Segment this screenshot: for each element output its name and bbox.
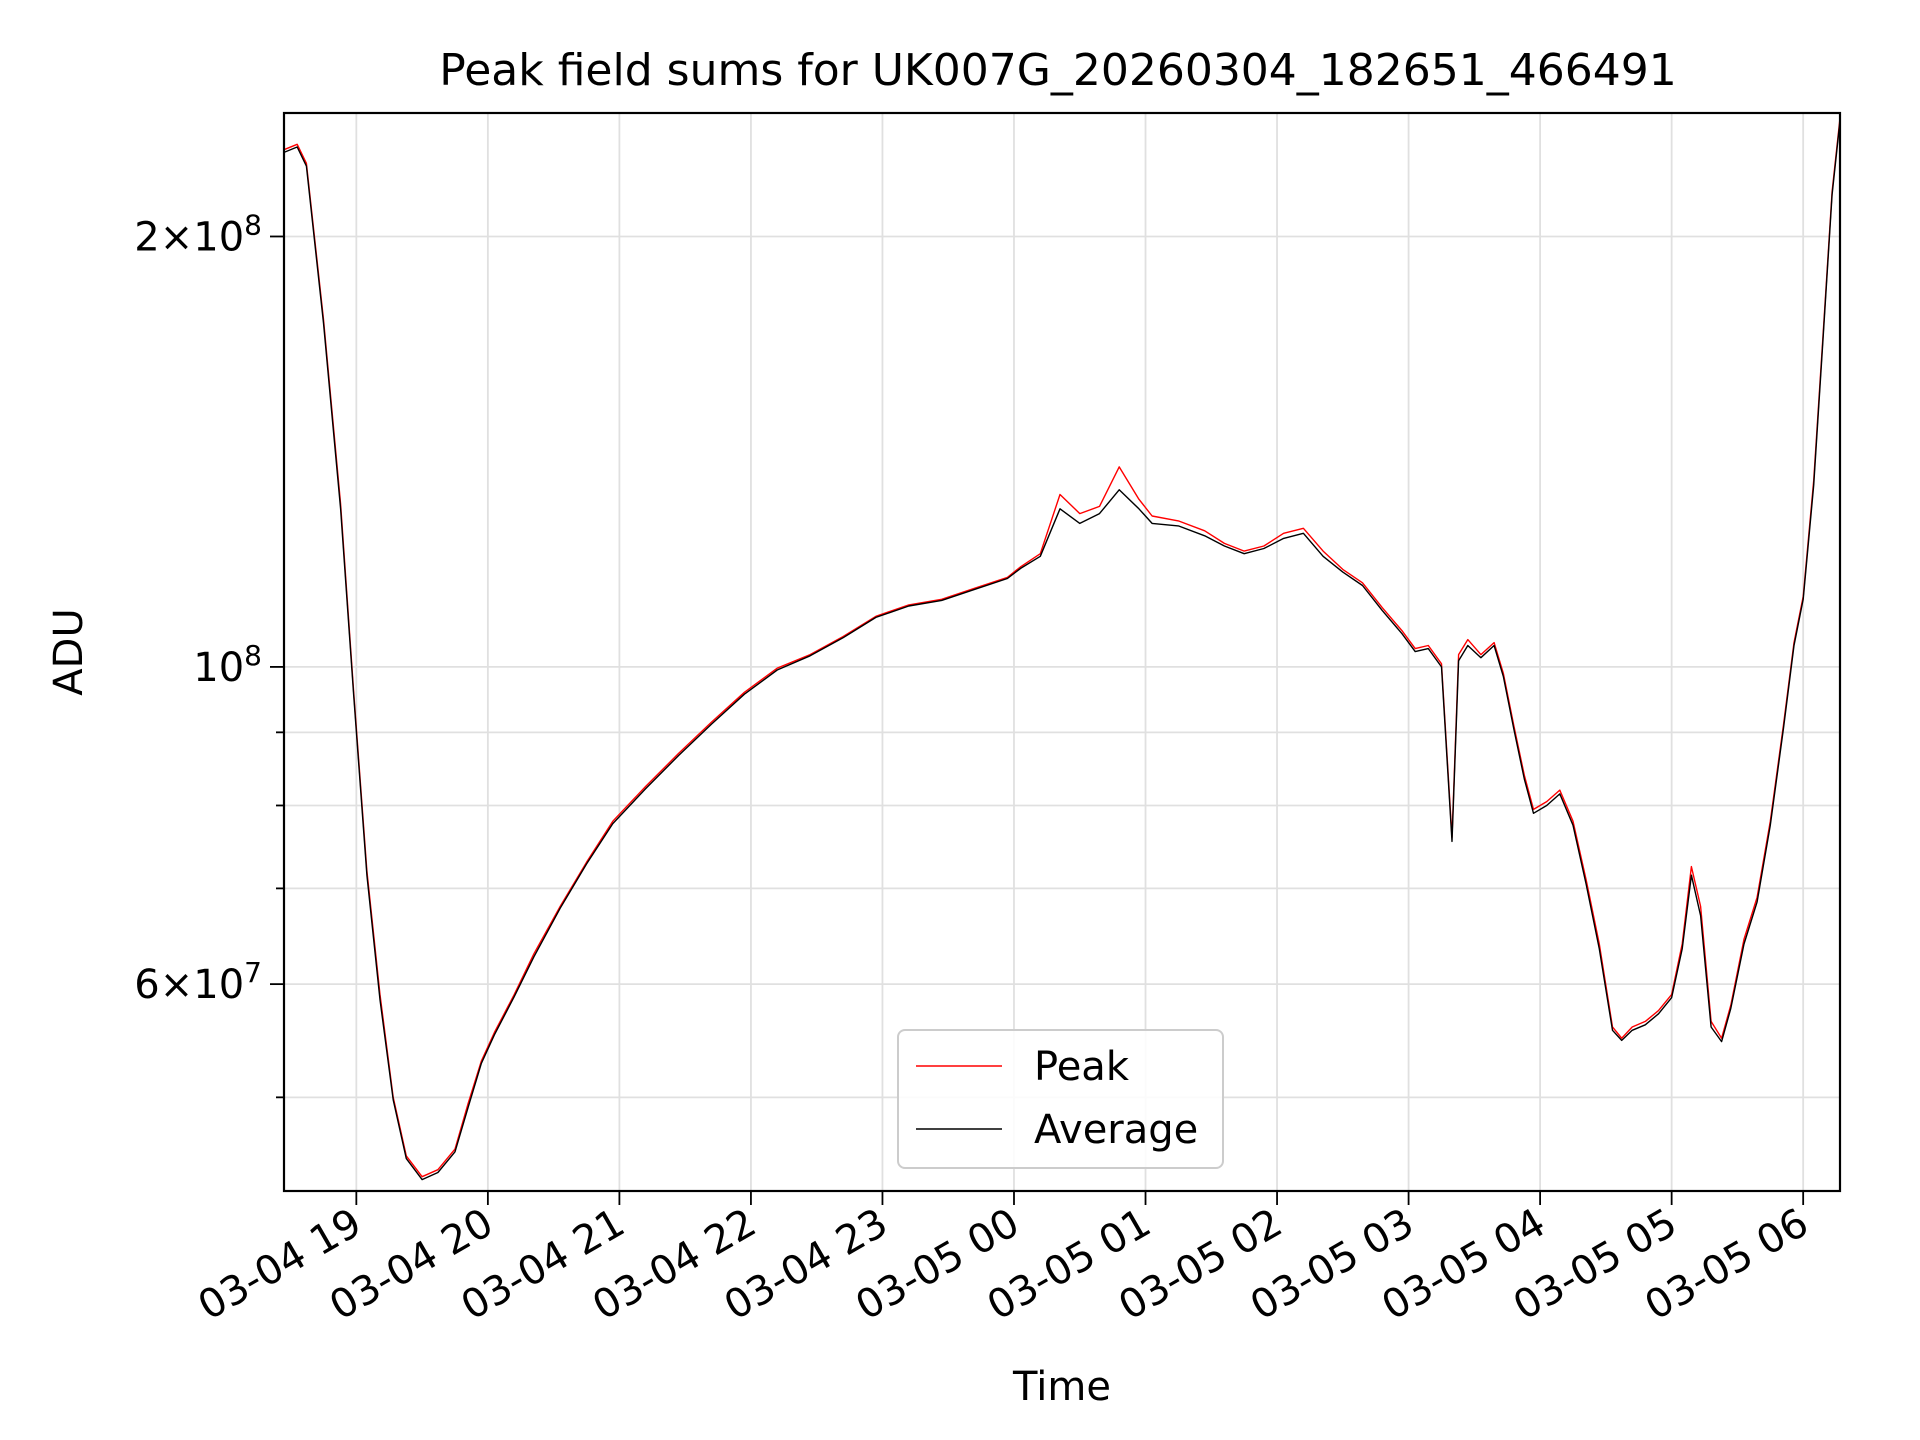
plot-series xyxy=(283,118,1841,1181)
legend-label-peak: Peak xyxy=(1034,1044,1130,1090)
y-axis-ticks: 6×107 108 2×108 xyxy=(134,208,284,1099)
y-tick-label: 108 xyxy=(193,639,262,691)
x-axis-label: Time xyxy=(1012,1364,1111,1410)
legend: Peak Average xyxy=(897,1029,1224,1169)
y-axis-label: ADU xyxy=(46,608,92,695)
y-tick-label: 6×107 xyxy=(134,956,262,1008)
plot-frame xyxy=(282,111,1842,1193)
grid-lines xyxy=(284,113,1840,1191)
legend-label-average: Average xyxy=(1034,1107,1198,1153)
legend-box xyxy=(897,1029,1224,1169)
y-tick-label: 2×108 xyxy=(134,208,262,260)
series-line-peak xyxy=(283,118,1841,1178)
series-line-average xyxy=(283,120,1841,1181)
chart-title: Peak field sums for UK007G_20260304_1826… xyxy=(439,45,1676,96)
